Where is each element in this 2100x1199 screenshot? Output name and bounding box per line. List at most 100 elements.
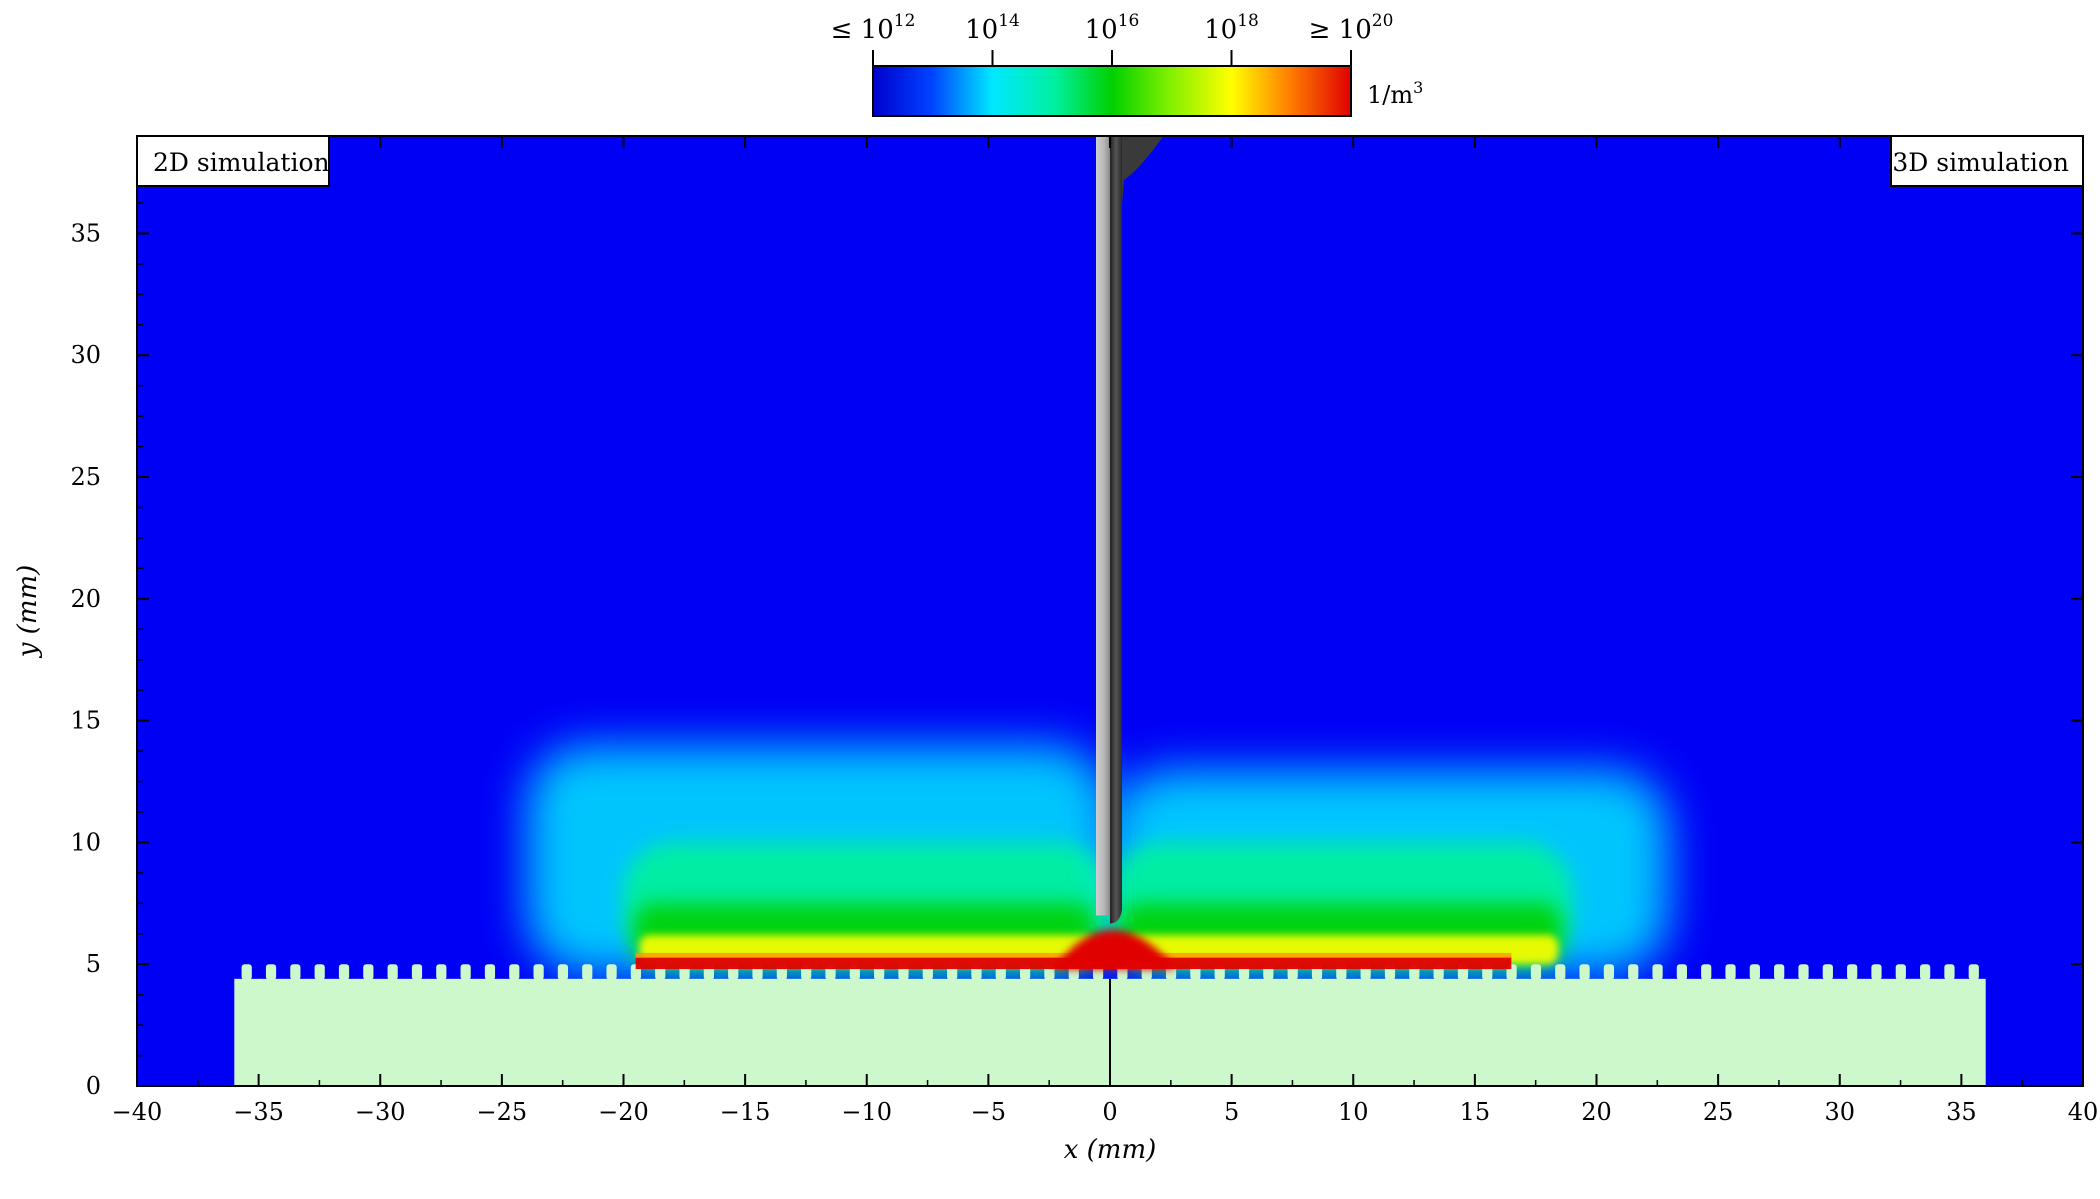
- panel-label-2d-text: 2D simulation: [153, 148, 330, 177]
- panel-label-2d: 2D simulation: [136, 135, 330, 187]
- y-tick-label: 0: [86, 1072, 101, 1100]
- x-tick-label: −20: [598, 1098, 649, 1126]
- colorbar-unit: 1/m3: [1367, 78, 1423, 109]
- substrate-tooth: [582, 964, 593, 980]
- electrode: [1096, 136, 1164, 924]
- colorbar-tick-exp: 16: [1118, 11, 1140, 31]
- x-tick-label: 20: [1581, 1098, 1612, 1126]
- x-tick-label: 40: [2068, 1098, 2099, 1126]
- electrode-2d-half: [1096, 136, 1110, 916]
- colorbar-tick-exp: 20: [1372, 11, 1394, 31]
- panel-label-3d-text: 3D simulation: [1892, 148, 2069, 177]
- substrate-tooth: [1603, 964, 1615, 980]
- colorbar: ≤ 1012 1014 1016 1018 ≥ 1020 1/m3: [831, 11, 1423, 117]
- x-tick-label: −30: [355, 1098, 406, 1126]
- substrate-tooth: [557, 964, 569, 980]
- substrate-tooth: [314, 964, 325, 980]
- colorbar-tick-label: ≥ 1020: [1309, 11, 1394, 45]
- substrate-tooth: [460, 964, 471, 980]
- substrate-tooth: [1701, 964, 1712, 980]
- x-tick-label: 5: [1224, 1098, 1239, 1126]
- colorbar-tick-exp: 12: [894, 11, 916, 31]
- substrate-tooth: [1628, 964, 1639, 980]
- substrate-tooth: [606, 964, 617, 980]
- colorbar-unit-base: 1/m: [1367, 81, 1413, 109]
- panel-label-2d-box: [136, 135, 330, 187]
- colorbar-unit-sup: 3: [1413, 78, 1423, 97]
- substrate-tooth: [1725, 964, 1736, 980]
- substrate-tooth: [265, 964, 277, 980]
- surface-layer-right: [1110, 956, 1512, 970]
- colorbar-tick-base: 10: [965, 15, 998, 45]
- cloud-left: [526, 744, 1110, 974]
- panel-label-3d-box: [1890, 135, 2084, 187]
- y-axis-ticks: 0 5 10 15 20 25 30 35: [70, 141, 2083, 1100]
- substrate-tooth: [484, 964, 496, 980]
- substrate-tooth: [1530, 964, 1542, 980]
- x-tick-label: −25: [477, 1098, 528, 1126]
- substrate-tooth: [1895, 964, 1906, 980]
- y-tick-label: 15: [70, 707, 101, 735]
- substrate-tooth: [1749, 964, 1760, 980]
- substrate-tooth: [1798, 964, 1809, 980]
- electrode-3d-half: [1110, 136, 1122, 924]
- colorbar-tick-label: 1018: [1204, 11, 1259, 45]
- substrate-tooth: [1579, 964, 1590, 980]
- x-tick-label: 35: [1946, 1098, 1977, 1126]
- colorbar-tick-label: 1014: [965, 11, 1020, 45]
- substrate-tooth: [1555, 964, 1566, 980]
- substrate-tooth: [338, 964, 350, 980]
- x-tick-label: −10: [841, 1098, 892, 1126]
- y-axis-label: y (mm): [13, 565, 43, 659]
- x-tick-label: 25: [1703, 1098, 1734, 1126]
- substrate-tooth: [290, 964, 301, 980]
- y-tick-label: 25: [70, 463, 101, 491]
- surface-layer-right-edge: [1110, 952, 1512, 958]
- y-tick-label: 10: [70, 828, 101, 856]
- electrode-holder: [1122, 136, 1164, 205]
- colorbar-tick-label: 1016: [1085, 11, 1140, 45]
- y-tick-label: 20: [70, 585, 101, 613]
- substrate-tooth: [1920, 964, 1931, 980]
- substrate-tooth: [1871, 964, 1882, 980]
- substrate-tooth: [509, 964, 520, 980]
- colorbar-ticks: ≤ 1012 1014 1016 1018 ≥ 1020: [831, 11, 1394, 66]
- colorbar-tick-base: 10: [1204, 15, 1237, 45]
- x-tick-label: 10: [1338, 1098, 1369, 1126]
- y-tick-label: 5: [86, 950, 101, 978]
- surface-layer: [635, 929, 1512, 970]
- x-tick-label: 15: [1460, 1098, 1491, 1126]
- substrate-tooth: [1822, 964, 1833, 980]
- substrate-tooth: [436, 964, 447, 980]
- colorbar-tick-base: 10: [1085, 15, 1118, 45]
- colorbar-tick-base: ≤ 10: [831, 15, 894, 45]
- colorbar-tick-label: ≤ 1012: [831, 11, 916, 45]
- substrate-tooth: [387, 964, 398, 980]
- cloud-right: [1110, 769, 1670, 974]
- substrate-tooth: [1847, 964, 1858, 980]
- tip-discharge-region: [1053, 929, 1177, 970]
- substrate-tooth: [363, 964, 374, 980]
- x-tick-label: −15: [720, 1098, 771, 1126]
- colorbar-tick-base: ≥ 10: [1309, 15, 1372, 45]
- colorbar-tick-exp: 14: [998, 11, 1020, 31]
- substrate-tooth: [1944, 964, 1955, 980]
- density-clouds: [526, 744, 1670, 974]
- substrate-tooth: [533, 964, 544, 980]
- x-axis-ticks: −40 −35 −30 −25 −20 −15 −10 −5 0 5 10 15 20 25 30 35 40: [112, 136, 2099, 1126]
- plot-area: −40 −35 −30 −25 −20 −15 −10 −5 0 5 10 15 20 25 30 35 40 …: [13, 135, 2099, 1165]
- substrate-tooth: [1676, 964, 1687, 980]
- substrate-tooth: [411, 964, 423, 980]
- colorbar-tick-exp: 18: [1237, 11, 1259, 31]
- x-tick-label: −35: [233, 1098, 284, 1126]
- colorbar-gradient: [872, 65, 1352, 117]
- x-tick-label: 0: [1102, 1098, 1117, 1126]
- y-tick-label: 30: [70, 341, 101, 369]
- y-tick-label: 35: [70, 219, 101, 247]
- x-tick-label: −40: [112, 1098, 163, 1126]
- substrate-tooth: [1968, 964, 1979, 980]
- substrate-tooth: [1774, 964, 1785, 980]
- x-tick-label: −5: [971, 1098, 1006, 1126]
- x-tick-label: 30: [1824, 1098, 1855, 1126]
